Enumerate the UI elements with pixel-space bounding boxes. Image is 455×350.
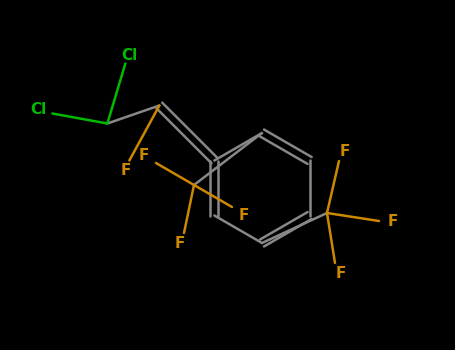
Text: F: F [120,163,131,178]
Text: F: F [388,214,398,229]
Text: F: F [139,147,149,162]
Text: Cl: Cl [121,48,137,63]
Text: F: F [175,236,185,251]
Text: F: F [239,208,249,223]
Text: F: F [340,144,350,159]
Text: F: F [336,266,346,280]
Text: Cl: Cl [30,102,46,117]
